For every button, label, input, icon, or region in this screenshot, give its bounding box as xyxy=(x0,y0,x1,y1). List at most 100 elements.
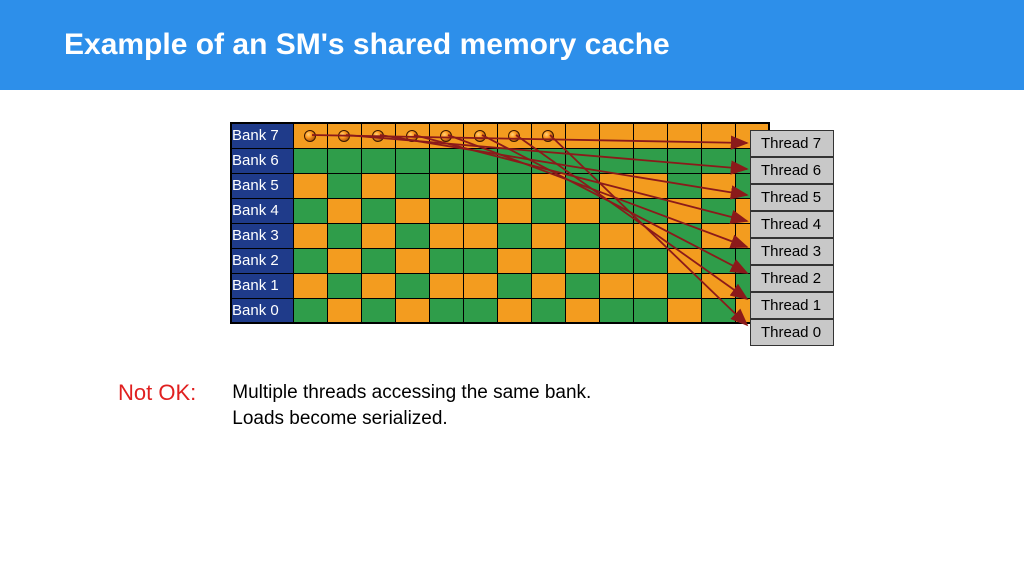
bank-cell xyxy=(497,298,531,323)
bank-cell xyxy=(463,248,497,273)
bank-label: Bank 3 xyxy=(231,223,293,248)
bank-cell xyxy=(293,148,327,173)
bank-cell xyxy=(293,248,327,273)
bank-cell xyxy=(463,273,497,298)
bank-cell xyxy=(565,273,599,298)
bank-cell xyxy=(701,248,735,273)
bank-cell xyxy=(497,123,531,148)
bank-cell xyxy=(667,198,701,223)
bank-label: Bank 0 xyxy=(231,298,293,323)
bank-cell xyxy=(429,273,463,298)
bank-cell xyxy=(463,223,497,248)
bank-cell xyxy=(395,198,429,223)
bank-cell xyxy=(429,248,463,273)
bank-cell xyxy=(293,223,327,248)
bank-cell xyxy=(497,148,531,173)
bank-label: Bank 5 xyxy=(231,173,293,198)
bank-cell xyxy=(361,173,395,198)
bank-cell xyxy=(633,148,667,173)
bank-cell xyxy=(497,198,531,223)
bank-cell xyxy=(599,123,633,148)
bank-cell xyxy=(667,223,701,248)
bank-cell xyxy=(633,123,667,148)
bank-cell xyxy=(531,298,565,323)
bank-cell xyxy=(429,298,463,323)
memory-bank-diagram: Bank 7Bank 6Bank 5Bank 4Bank 3Bank 2Bank… xyxy=(230,122,770,324)
access-dot-icon xyxy=(406,130,418,142)
bank-cell xyxy=(565,248,599,273)
bank-label: Bank 4 xyxy=(231,198,293,223)
bank-cell xyxy=(531,273,565,298)
thread-box: Thread 7 xyxy=(750,130,834,157)
thread-list: Thread 7Thread 6Thread 5Thread 4Thread 3… xyxy=(750,130,834,346)
bank-cell xyxy=(395,298,429,323)
bank-cell xyxy=(361,298,395,323)
bank-cell xyxy=(463,298,497,323)
bank-cell xyxy=(395,123,429,148)
bank-cell xyxy=(497,223,531,248)
bank-cell xyxy=(293,298,327,323)
bank-cell xyxy=(327,123,361,148)
bank-cell xyxy=(463,198,497,223)
bank-cell xyxy=(667,298,701,323)
bank-cell xyxy=(599,223,633,248)
bank-cell xyxy=(429,198,463,223)
bank-cell xyxy=(395,223,429,248)
bank-cell xyxy=(429,123,463,148)
bank-cell xyxy=(361,223,395,248)
bank-label: Bank 1 xyxy=(231,273,293,298)
caption: Not OK: Multiple threads accessing the s… xyxy=(118,380,612,431)
thread-box: Thread 3 xyxy=(750,238,834,265)
bank-cell xyxy=(361,123,395,148)
bank-cell xyxy=(429,223,463,248)
bank-cell xyxy=(497,173,531,198)
bank-cell xyxy=(701,298,735,323)
bank-cell xyxy=(565,223,599,248)
thread-box: Thread 4 xyxy=(750,211,834,238)
bank-cell xyxy=(633,273,667,298)
bank-cell xyxy=(633,248,667,273)
thread-box: Thread 2 xyxy=(750,265,834,292)
bank-cell xyxy=(327,148,361,173)
bank-label: Bank 7 xyxy=(231,123,293,148)
bank-cell xyxy=(293,173,327,198)
bank-cell xyxy=(599,248,633,273)
bank-cell xyxy=(667,123,701,148)
bank-cell xyxy=(361,248,395,273)
bank-cell xyxy=(395,148,429,173)
bank-cell xyxy=(327,248,361,273)
bank-cell xyxy=(395,273,429,298)
bank-cell xyxy=(293,198,327,223)
bank-cell xyxy=(463,148,497,173)
bank-cell xyxy=(599,198,633,223)
bank-cell xyxy=(667,173,701,198)
bank-cell xyxy=(531,148,565,173)
bank-cell xyxy=(361,198,395,223)
bank-cell xyxy=(395,173,429,198)
bank-cell xyxy=(361,273,395,298)
bank-cell xyxy=(531,173,565,198)
bank-cell xyxy=(293,123,327,148)
access-dot-icon xyxy=(542,130,554,142)
caption-text: Multiple threads accessing the same bank… xyxy=(232,380,612,431)
bank-cell xyxy=(667,148,701,173)
slide-header: Example of an SM's shared memory cache xyxy=(0,0,1024,90)
thread-box: Thread 5 xyxy=(750,184,834,211)
bank-cell xyxy=(633,298,667,323)
bank-cell xyxy=(531,248,565,273)
bank-cell xyxy=(429,148,463,173)
bank-cell xyxy=(565,298,599,323)
access-dot-icon xyxy=(372,130,384,142)
access-dot-icon xyxy=(508,130,520,142)
bank-cell xyxy=(565,148,599,173)
bank-grid: Bank 7Bank 6Bank 5Bank 4Bank 3Bank 2Bank… xyxy=(230,122,770,324)
bank-cell xyxy=(633,223,667,248)
bank-cell xyxy=(327,198,361,223)
bank-cell xyxy=(565,198,599,223)
bank-cell xyxy=(701,198,735,223)
bank-cell xyxy=(565,123,599,148)
bank-cell xyxy=(327,298,361,323)
status-label: Not OK: xyxy=(118,380,196,406)
bank-cell xyxy=(701,123,735,148)
bank-cell xyxy=(293,273,327,298)
